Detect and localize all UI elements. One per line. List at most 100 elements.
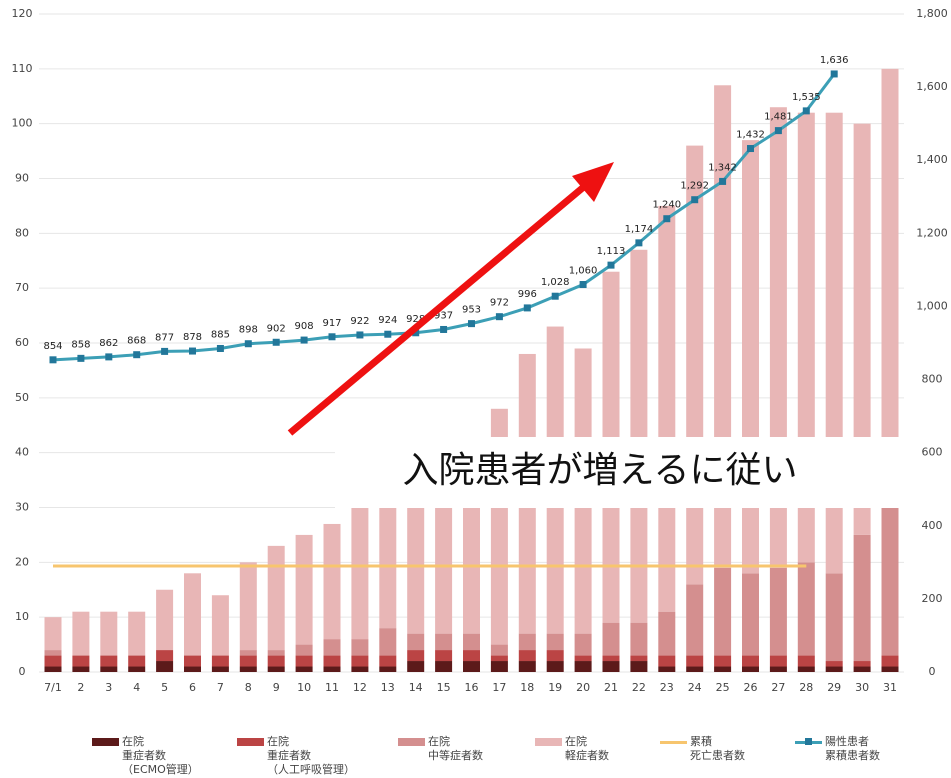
bar-segment xyxy=(351,666,369,672)
legend-item: 在院 軽症者数 xyxy=(535,735,609,763)
bar-segment xyxy=(714,655,732,667)
bar-segment xyxy=(323,523,341,640)
bar-segment xyxy=(295,655,313,667)
x-tick-label: 6 xyxy=(189,681,196,694)
bar-segment xyxy=(323,655,341,667)
x-tick-label: 16 xyxy=(465,681,479,694)
bar-segment xyxy=(184,655,201,667)
line-marker xyxy=(607,261,615,269)
bar-segment xyxy=(769,567,787,656)
bar-segment xyxy=(853,666,871,672)
bar-segment xyxy=(881,502,899,656)
x-tick-label: 17 xyxy=(492,681,506,694)
value-label: 1,292 xyxy=(680,181,709,192)
x-tick-label: 10 xyxy=(297,681,311,694)
bar-segment xyxy=(407,650,425,662)
bar-segment xyxy=(546,633,564,651)
bar-segment xyxy=(602,622,620,656)
bar-segment xyxy=(184,666,201,672)
bar-segment xyxy=(211,595,229,656)
bar-segment xyxy=(379,655,397,667)
y2-tick-label: 800 xyxy=(922,373,943,386)
bar-segment xyxy=(546,661,564,672)
bar-segment xyxy=(435,650,453,662)
y2-tick-label: 600 xyxy=(922,446,943,459)
bar-segment xyxy=(44,617,62,651)
bar-segment xyxy=(602,661,620,672)
bar-segment xyxy=(686,145,704,585)
y-tick-label: 40 xyxy=(15,446,29,459)
line-marker xyxy=(635,239,643,247)
annotation: 入院患者が増えるに従い xyxy=(403,450,798,491)
value-label: 1,481 xyxy=(764,112,793,123)
legend-label: 在院 重症者数 （人工呼吸管理） xyxy=(267,735,355,776)
bar-segment xyxy=(351,502,369,640)
bar-segment xyxy=(658,205,676,612)
x-tick-label: 8 xyxy=(245,681,252,694)
bar-segment xyxy=(211,655,229,667)
x-tick-label: 29 xyxy=(827,681,841,694)
bar-segment xyxy=(44,650,62,656)
x-tick-label: 26 xyxy=(744,681,758,694)
bar-segment xyxy=(881,655,899,667)
bar-segment xyxy=(742,666,759,672)
line-marker xyxy=(384,330,392,338)
bar-segment xyxy=(211,666,229,672)
legend-swatch xyxy=(660,741,687,744)
bar-segment xyxy=(769,666,787,672)
bar-segment xyxy=(44,655,62,667)
bar-segment xyxy=(630,622,648,656)
y2-tick-label: 400 xyxy=(922,519,943,532)
bar-segment xyxy=(72,611,90,656)
x-tick-label: 20 xyxy=(576,681,590,694)
line-marker xyxy=(691,196,699,204)
line-marker xyxy=(468,320,475,328)
line-marker xyxy=(105,353,113,361)
x-tick-label: 31 xyxy=(883,681,897,694)
x-tick-label: 7/1 xyxy=(44,681,62,694)
line-marker xyxy=(133,351,141,359)
value-label: 1,174 xyxy=(625,224,654,235)
bar-segment xyxy=(658,611,676,656)
bar-segment xyxy=(518,633,536,651)
line-marker xyxy=(579,281,587,289)
legend-swatch xyxy=(92,738,119,746)
bar-segment xyxy=(156,650,174,662)
value-label: 902 xyxy=(267,323,286,334)
bar-segment xyxy=(295,666,313,672)
bar-segment xyxy=(881,666,899,672)
x-tick-label: 7 xyxy=(217,681,224,694)
x-tick-label: 3 xyxy=(105,681,112,694)
bar-segment xyxy=(128,666,146,672)
bar-segment xyxy=(184,573,201,656)
line-marker xyxy=(161,347,169,355)
bar-segment xyxy=(72,655,90,667)
value-label: 877 xyxy=(155,332,174,343)
bar-segment xyxy=(435,469,453,634)
legend-swatch xyxy=(398,738,425,746)
value-label: 972 xyxy=(490,298,509,309)
x-tick-label: 12 xyxy=(353,681,367,694)
y2-tick-label: 1,200 xyxy=(916,226,948,239)
bar-segment xyxy=(267,545,285,651)
line-marker xyxy=(495,313,503,321)
line-marker xyxy=(49,356,57,364)
bar-segment xyxy=(407,633,425,651)
y-tick-label: 70 xyxy=(15,281,29,294)
legend-label: 在院 軽症者数 xyxy=(565,735,609,762)
bar-segment xyxy=(323,639,341,656)
bar-segment xyxy=(100,666,118,672)
bar-segment xyxy=(351,655,369,667)
bar-segment xyxy=(379,666,397,672)
bar-segment xyxy=(686,666,704,672)
legend-item: 在院 中等症者数 xyxy=(398,735,483,763)
bar-segment xyxy=(379,628,397,656)
value-label: 996 xyxy=(518,289,537,300)
y2-tick-label: 1,000 xyxy=(916,299,948,312)
line-marker xyxy=(300,336,308,344)
value-label: 1,240 xyxy=(652,200,681,211)
x-tick-label: 4 xyxy=(133,681,140,694)
bar-segment xyxy=(853,123,871,535)
bar-segment xyxy=(630,655,648,662)
legend-label: 陽性患者 累積患者数 xyxy=(825,735,880,762)
